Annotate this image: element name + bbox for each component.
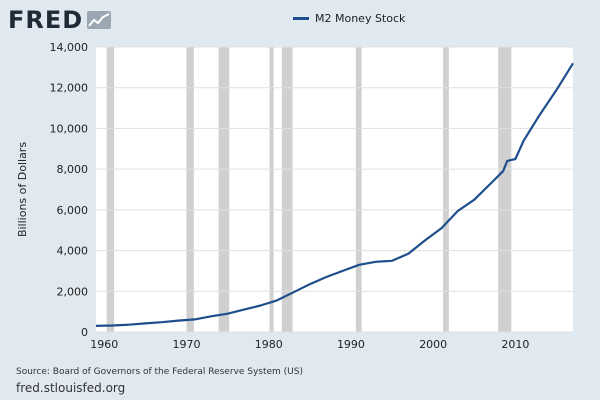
- recession-band: [218, 47, 230, 332]
- x-tick-label: 1990: [337, 338, 365, 351]
- recession-band: [443, 47, 449, 332]
- y-tick-label: 14,000: [50, 41, 89, 54]
- y-tick-label: 6,000: [57, 204, 89, 217]
- chart-line-icon-svg: [88, 13, 110, 27]
- recession-band: [269, 47, 274, 332]
- x-tick-label: 1960: [90, 338, 118, 351]
- y-tick-label: 12,000: [50, 82, 89, 95]
- y-tick-label: 10,000: [50, 122, 89, 135]
- legend-swatch: [293, 17, 309, 20]
- x-tick-label: 2000: [419, 338, 447, 351]
- legend-label: M2 Money Stock: [315, 12, 406, 25]
- y-tick-label: 8,000: [57, 163, 89, 176]
- x-tick-label: 1980: [255, 338, 283, 351]
- recession-band: [186, 47, 194, 332]
- recession-band: [281, 47, 293, 332]
- y-axis-label: Billions of Dollars: [16, 142, 29, 237]
- y-tick-label: 2,000: [57, 285, 89, 298]
- chart-line-icon: [87, 11, 112, 29]
- recession-band: [106, 47, 115, 332]
- x-tick-label: 1970: [172, 338, 200, 351]
- recession-band: [498, 47, 512, 332]
- source-note: Source: Board of Governors of the Federa…: [16, 367, 303, 377]
- y-tick-label: 0: [81, 326, 88, 339]
- x-tick-label: 2010: [501, 338, 529, 351]
- fred-logo: FRED: [8, 6, 112, 34]
- recession-band: [355, 47, 362, 332]
- y-tick-label: 4,000: [57, 245, 89, 258]
- series-line-m2: [95, 62, 574, 327]
- logo-text: FRED: [8, 6, 84, 34]
- site-url[interactable]: fred.stlouisfed.org: [16, 381, 126, 395]
- plot-background: [96, 47, 573, 332]
- chart-legend: M2 Money Stock: [293, 12, 405, 25]
